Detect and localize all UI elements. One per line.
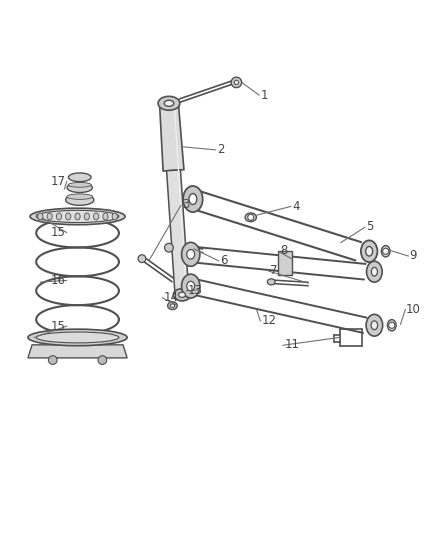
Circle shape xyxy=(138,255,146,263)
Text: 6: 6 xyxy=(220,254,227,267)
Ellipse shape xyxy=(182,274,200,298)
Circle shape xyxy=(98,356,107,365)
Text: 4: 4 xyxy=(292,200,300,213)
Ellipse shape xyxy=(66,213,71,220)
Ellipse shape xyxy=(66,195,94,205)
Polygon shape xyxy=(166,170,189,295)
Ellipse shape xyxy=(371,268,378,276)
Text: 10: 10 xyxy=(406,303,421,316)
Ellipse shape xyxy=(112,213,117,220)
Ellipse shape xyxy=(187,249,194,259)
Ellipse shape xyxy=(68,173,91,182)
Ellipse shape xyxy=(36,211,119,223)
Ellipse shape xyxy=(388,320,396,331)
Ellipse shape xyxy=(182,243,200,266)
Text: 8: 8 xyxy=(280,244,287,257)
Text: 5: 5 xyxy=(366,220,374,233)
Text: 9: 9 xyxy=(410,249,417,262)
Ellipse shape xyxy=(371,321,378,329)
Ellipse shape xyxy=(366,246,373,256)
Text: 15: 15 xyxy=(51,227,66,239)
Ellipse shape xyxy=(30,208,125,225)
Text: 17: 17 xyxy=(51,175,66,188)
Circle shape xyxy=(231,77,242,87)
Polygon shape xyxy=(28,345,127,358)
Ellipse shape xyxy=(366,314,383,336)
Ellipse shape xyxy=(183,186,203,212)
Ellipse shape xyxy=(179,292,185,297)
Ellipse shape xyxy=(189,193,197,205)
Ellipse shape xyxy=(38,213,43,220)
Ellipse shape xyxy=(36,332,119,343)
Ellipse shape xyxy=(68,182,92,187)
Circle shape xyxy=(248,214,254,220)
Ellipse shape xyxy=(47,213,52,220)
Circle shape xyxy=(234,80,239,85)
Ellipse shape xyxy=(170,304,175,308)
Text: 13: 13 xyxy=(187,284,202,296)
Ellipse shape xyxy=(245,213,256,222)
Ellipse shape xyxy=(158,96,180,110)
Circle shape xyxy=(389,322,395,328)
Ellipse shape xyxy=(173,289,191,301)
Text: 16: 16 xyxy=(51,274,66,287)
Text: 11: 11 xyxy=(284,338,299,351)
Text: 3: 3 xyxy=(182,198,189,211)
Ellipse shape xyxy=(164,100,174,107)
Ellipse shape xyxy=(381,246,390,257)
Polygon shape xyxy=(159,103,184,171)
Ellipse shape xyxy=(57,213,62,220)
Ellipse shape xyxy=(94,213,99,220)
Ellipse shape xyxy=(361,240,378,262)
Ellipse shape xyxy=(187,281,194,291)
Ellipse shape xyxy=(267,279,275,285)
Text: 14: 14 xyxy=(164,292,179,304)
Text: 15: 15 xyxy=(51,320,66,333)
Ellipse shape xyxy=(367,261,382,282)
Ellipse shape xyxy=(168,302,177,310)
Circle shape xyxy=(383,248,389,254)
Ellipse shape xyxy=(67,194,93,199)
Ellipse shape xyxy=(75,213,80,220)
Text: 1: 1 xyxy=(260,88,268,101)
Circle shape xyxy=(48,356,57,365)
Circle shape xyxy=(165,244,173,252)
Ellipse shape xyxy=(84,213,89,220)
Text: 7: 7 xyxy=(270,264,278,277)
Ellipse shape xyxy=(103,213,108,220)
Ellipse shape xyxy=(28,329,127,346)
Text: 12: 12 xyxy=(261,314,277,327)
Text: 2: 2 xyxy=(217,143,224,156)
Ellipse shape xyxy=(67,183,92,192)
Polygon shape xyxy=(278,251,292,275)
